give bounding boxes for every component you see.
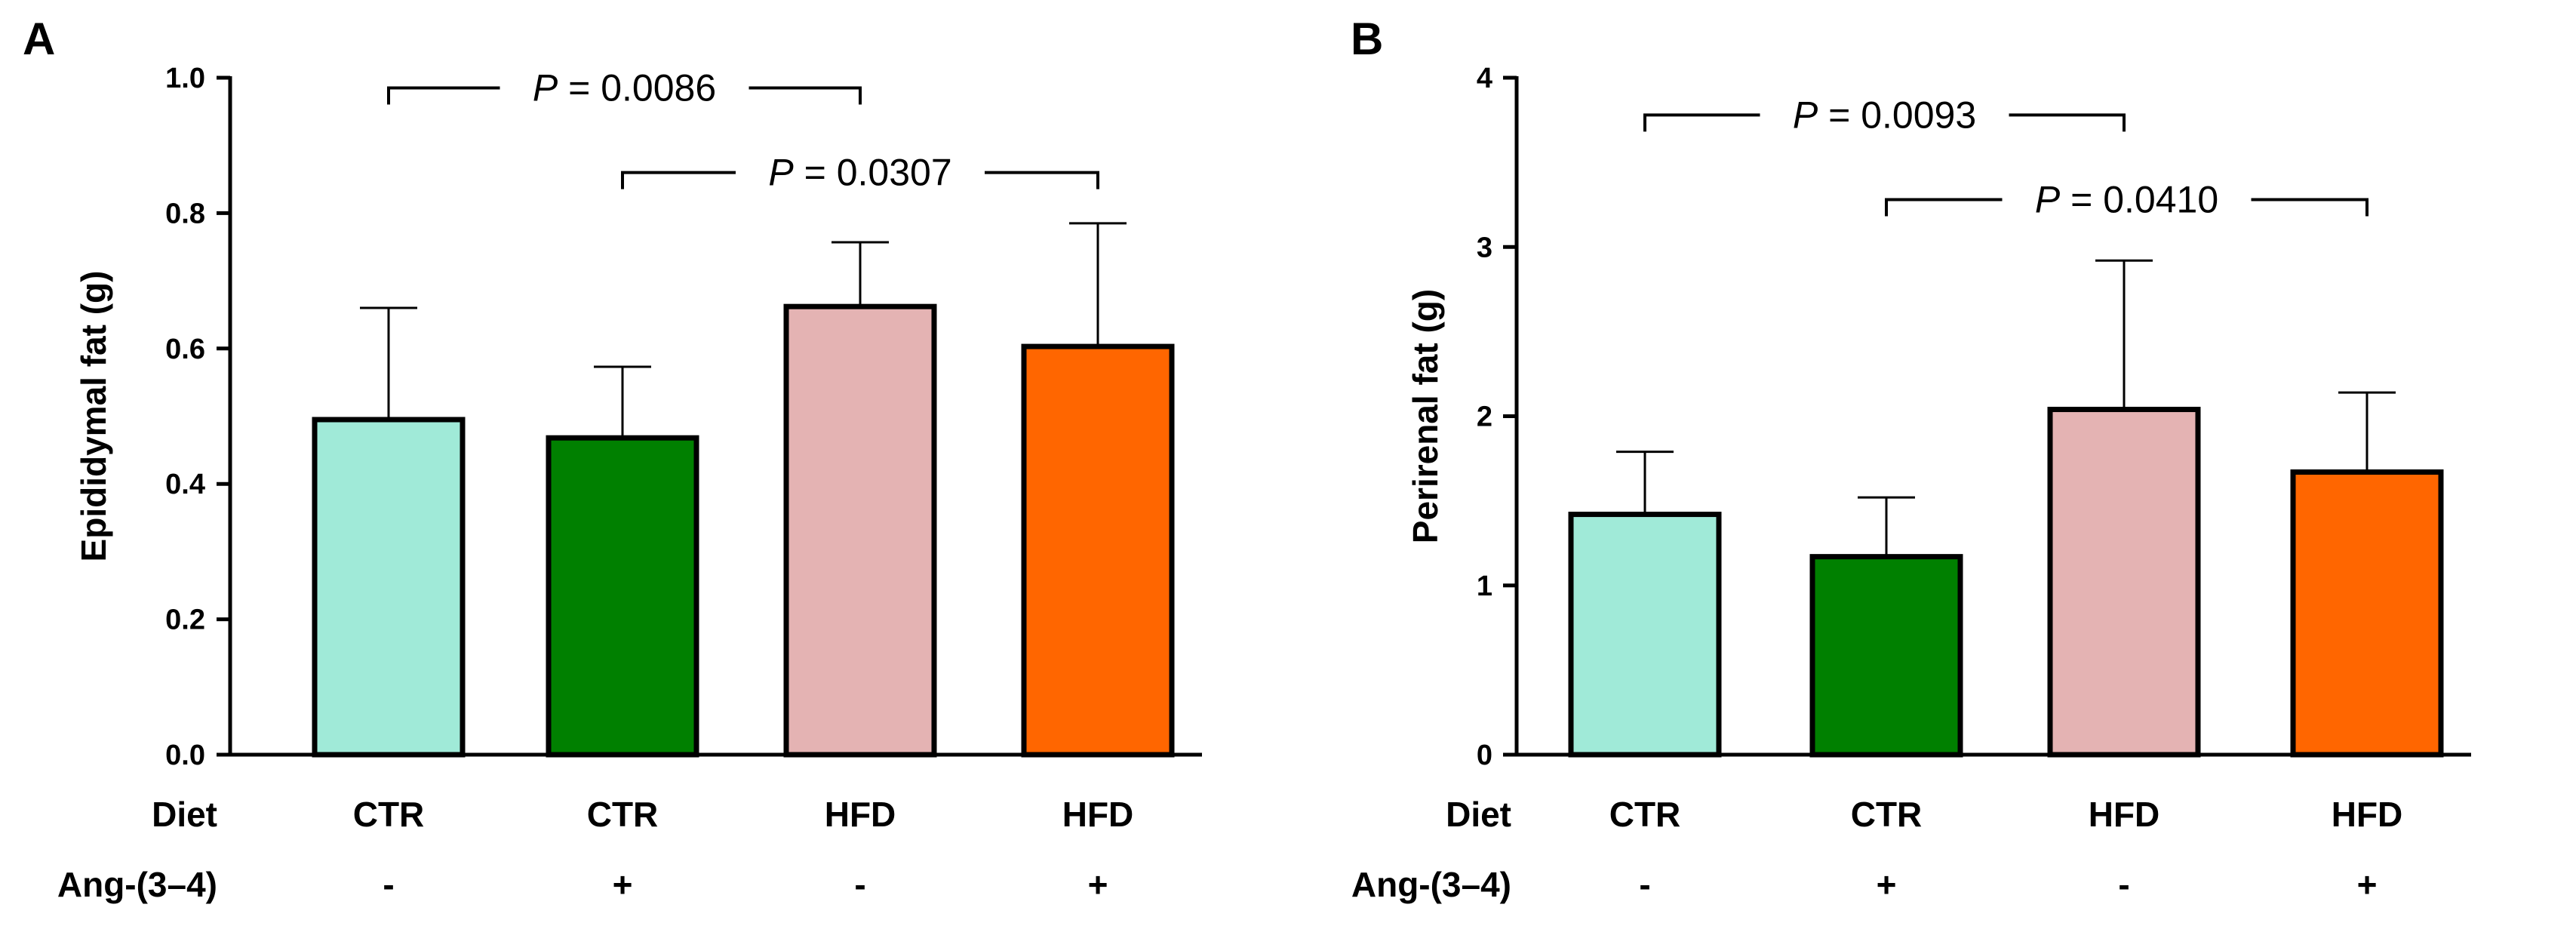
p-value-prefix: P <box>768 152 794 194</box>
bar <box>1568 512 1722 758</box>
bar <box>2047 407 2201 758</box>
x-category-label: CTR <box>587 795 659 834</box>
significance-bracket <box>985 171 1099 189</box>
row-label-diet: Diet <box>1446 795 1511 834</box>
y-tick-label: 0.6 <box>165 334 205 365</box>
bar <box>1021 343 1175 758</box>
significance-bracket <box>1885 198 2003 217</box>
significance-bracket <box>387 86 500 105</box>
y-tick-label: 1.0 <box>165 63 205 94</box>
panel-letter: B <box>1351 14 1383 64</box>
x-category-label: HFD <box>825 795 896 834</box>
y-tick-label: 3 <box>1477 232 1492 263</box>
y-tick-label: 0.2 <box>165 605 205 636</box>
x-category-label: CTR <box>1609 795 1681 834</box>
row-label-diet: Diet <box>152 795 217 834</box>
y-axis-label: Perirenal fat (g) <box>1406 289 1445 543</box>
y-tick-label: 1 <box>1477 571 1492 602</box>
x-category-label: HFD <box>2332 795 2403 834</box>
y-tick-label: 0.8 <box>165 198 205 229</box>
p-value-label: P = 0.0086 <box>533 66 716 109</box>
p-value-label: P = 0.0410 <box>2035 178 2218 220</box>
p-value-prefix: P <box>2035 178 2061 220</box>
y-axis-label: Epididymal fat (g) <box>74 271 113 562</box>
chart-panel-a: A Epididymal fat (g) 0.0 0.2 0.4 0.6 0.8 1.0 CTR… <box>23 14 1202 904</box>
p-value-prefix: P <box>1793 94 1818 136</box>
y-tick-label: 0.4 <box>165 469 205 500</box>
x-treatment-label: - <box>1639 865 1650 904</box>
panel-letter: A <box>23 14 55 64</box>
x-treatment-label: + <box>613 865 633 904</box>
p-value-prefix: P <box>533 66 558 109</box>
p-value-label: P = 0.0093 <box>1793 94 1976 136</box>
y-tick-label: 2 <box>1477 401 1492 433</box>
bar <box>1809 554 1963 758</box>
x-treatment-label: + <box>1877 865 1897 904</box>
x-category-label: HFD <box>2089 795 2160 834</box>
y-tick-label: 4 <box>1477 63 1492 94</box>
significance-bracket <box>2251 198 2369 217</box>
p-value-text: = 0.0410 <box>2060 178 2218 220</box>
x-treatment-label: + <box>1088 865 1108 904</box>
bar <box>546 435 699 758</box>
bar <box>783 303 937 758</box>
x-category-label: CTR <box>353 795 425 834</box>
significance-bracket <box>621 171 736 189</box>
p-value-text: = 0.0093 <box>1818 94 1976 136</box>
x-treatment-label: - <box>2118 865 2129 904</box>
significance-bracket <box>2009 113 2126 132</box>
p-value-label: P = 0.0307 <box>768 152 951 194</box>
chart-panel-b: B Perirenal fat (g) 0 1 2 3 4 CTR - CTR + HFD - HFD + D… <box>1351 14 2471 904</box>
row-label-treatment: Ang-(3–4) <box>1351 865 1511 904</box>
significance-bracket <box>749 86 862 105</box>
row-label-treatment: Ang-(3–4) <box>57 865 217 904</box>
y-tick-label: 0 <box>1477 740 1492 771</box>
bar <box>312 417 466 758</box>
p-value-text: = 0.0086 <box>558 66 716 109</box>
x-category-label: HFD <box>1062 795 1134 834</box>
x-category-label: CTR <box>1851 795 1923 834</box>
x-treatment-label: - <box>854 865 865 904</box>
p-value-text: = 0.0307 <box>794 152 952 194</box>
y-tick-label: 0.0 <box>165 740 205 771</box>
x-treatment-label: - <box>383 865 394 904</box>
significance-bracket <box>1643 113 1760 132</box>
x-treatment-label: + <box>2357 865 2378 904</box>
bar <box>2290 469 2444 758</box>
